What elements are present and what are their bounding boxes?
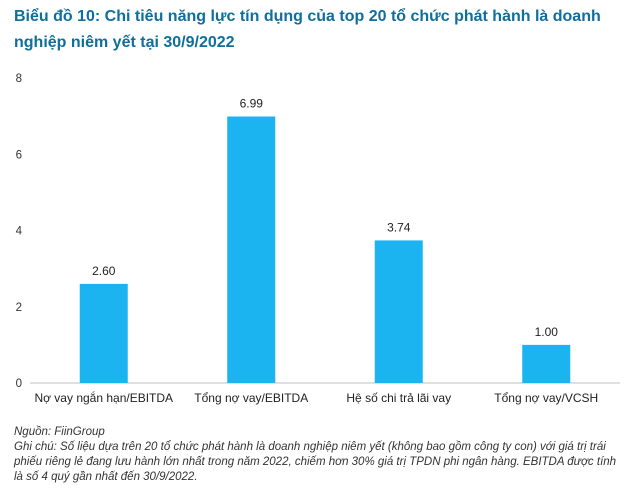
source-note: Nguồn: FiinGroup [14, 426, 105, 438]
bar [522, 344, 571, 383]
y-axis: 0 2 4 6 8 [16, 73, 23, 390]
data-label: 6.99 [240, 97, 264, 111]
y-tick-label: 8 [16, 73, 22, 85]
bar-chart: 0 2 4 6 8 2.60 6.99 3.74 1.00 Nợ vay ngắn hạn/E… [16, 73, 620, 405]
footnotes: Nguồn: FiinGroup Ghi chú: Số liệu dựa tr… [14, 425, 624, 485]
bars: 2.60 6.99 3.74 1.00 [79, 97, 571, 383]
y-tick-label: 0 [16, 378, 22, 390]
x-axis-labels: Nợ vay ngắn hạn/EBITDA Tổng nợ vay/EBITDA… [34, 390, 598, 405]
data-label: 2.60 [92, 264, 116, 278]
x-tick-label: Tổng nợ vay/VCSH [494, 391, 598, 405]
bar [374, 240, 423, 383]
data-label: 1.00 [535, 325, 559, 339]
x-tick-label: Tổng nợ vay/EBITDA [194, 391, 308, 405]
x-tick-label: Nợ vay ngắn hạn/EBITDA [34, 390, 173, 405]
x-tick-label: Hệ số chi trả lãi vay [346, 391, 451, 405]
y-tick-label: 6 [16, 149, 22, 161]
explanatory-note: Ghi chú: Số liệu dựa trên 20 tổ chức phá… [14, 441, 617, 483]
y-tick-label: 2 [16, 302, 22, 314]
y-tick-label: 4 [16, 226, 23, 238]
chart-title: Biểu đồ 10: Chi tiêu năng lực tín dụng c… [14, 8, 601, 51]
bar [79, 283, 128, 383]
data-label: 3.74 [387, 220, 411, 234]
bar [227, 116, 276, 383]
